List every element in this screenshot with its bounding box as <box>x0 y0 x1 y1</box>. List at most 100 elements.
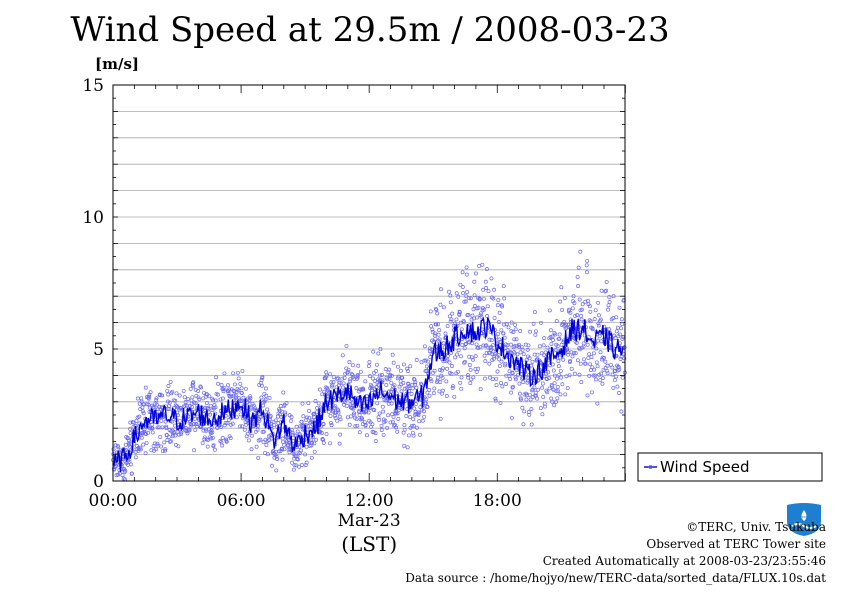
data-point <box>534 329 538 334</box>
data-point <box>372 408 377 413</box>
data-point <box>386 367 391 372</box>
data-point <box>349 405 354 410</box>
data-point <box>562 320 567 324</box>
data-point <box>254 444 259 449</box>
data-point <box>387 376 392 381</box>
data-point <box>567 307 572 312</box>
data-point <box>487 361 492 366</box>
data-point <box>464 294 469 299</box>
data-point <box>447 289 451 294</box>
data-point <box>270 463 274 468</box>
data-point <box>335 418 340 423</box>
data-point <box>587 318 592 323</box>
data-point <box>238 381 243 386</box>
data-point <box>193 401 198 405</box>
data-point <box>286 447 291 452</box>
data-point <box>329 420 333 425</box>
data-point <box>478 345 483 350</box>
data-point <box>607 300 612 304</box>
data-point <box>314 437 319 442</box>
data-point <box>337 414 342 419</box>
data-point <box>413 380 418 385</box>
data-point <box>167 400 172 405</box>
data-point <box>219 383 224 387</box>
data-point <box>427 388 432 392</box>
data-point <box>286 442 291 447</box>
data-point <box>565 386 570 391</box>
data-point <box>612 378 617 383</box>
data-point <box>424 364 429 369</box>
data-point <box>486 289 491 294</box>
data-point <box>508 342 513 347</box>
data-point <box>201 396 206 401</box>
data-point <box>422 414 427 419</box>
data-point <box>257 416 261 421</box>
data-point <box>166 392 171 397</box>
data-point <box>227 393 232 398</box>
data-point <box>249 447 254 452</box>
data-point <box>557 332 562 337</box>
data-point <box>406 382 411 386</box>
data-point <box>255 427 260 432</box>
x-axis-label: (LST) <box>341 532 397 556</box>
data-point <box>467 296 471 301</box>
data-point <box>433 331 438 336</box>
data-point <box>560 382 565 387</box>
data-point <box>292 463 297 468</box>
data-point <box>602 355 606 360</box>
data-point <box>457 310 462 315</box>
data-point <box>569 350 574 355</box>
data-point <box>437 368 442 372</box>
data-point <box>220 443 225 448</box>
data-point <box>545 345 550 350</box>
legend-label: Wind Speed <box>660 458 750 476</box>
data-point <box>453 355 458 360</box>
data-point <box>398 368 403 373</box>
data-point <box>321 440 326 445</box>
data-point <box>366 364 371 368</box>
data-point <box>443 331 448 336</box>
data-point <box>434 322 439 327</box>
data-point <box>390 352 395 357</box>
y-tick-label: 0 <box>93 472 104 492</box>
data-point <box>529 422 534 427</box>
data-point <box>559 342 564 347</box>
footer-copyright: ©TERC, Univ. Tsukuba <box>686 520 826 534</box>
data-point <box>356 363 361 368</box>
data-point <box>532 385 537 390</box>
data-point <box>530 359 535 364</box>
data-point <box>347 422 352 427</box>
data-point <box>456 348 461 353</box>
data-point <box>466 375 471 380</box>
data-point <box>420 418 425 423</box>
data-point <box>474 342 479 347</box>
data-point <box>144 440 149 445</box>
data-point <box>378 347 383 352</box>
data-point <box>289 415 294 419</box>
data-point <box>409 392 414 396</box>
data-point <box>544 377 549 382</box>
data-point <box>227 387 232 392</box>
data-point <box>510 370 515 375</box>
data-point <box>343 371 348 376</box>
data-point <box>196 389 201 393</box>
data-point <box>558 355 562 360</box>
data-point <box>223 421 228 425</box>
data-point <box>198 384 203 389</box>
data-point <box>404 414 409 419</box>
data-point <box>307 408 312 413</box>
data-point <box>501 284 506 289</box>
data-point <box>427 393 432 398</box>
data-point <box>414 358 419 362</box>
data-point <box>461 320 466 325</box>
data-point <box>139 435 144 440</box>
data-point <box>395 429 400 434</box>
data-point <box>133 455 138 460</box>
data-point <box>338 432 343 437</box>
data-point <box>556 359 561 364</box>
data-point <box>622 352 626 357</box>
data-point <box>137 401 142 406</box>
data-point <box>125 435 130 440</box>
data-point <box>472 293 477 298</box>
data-point <box>342 400 347 405</box>
